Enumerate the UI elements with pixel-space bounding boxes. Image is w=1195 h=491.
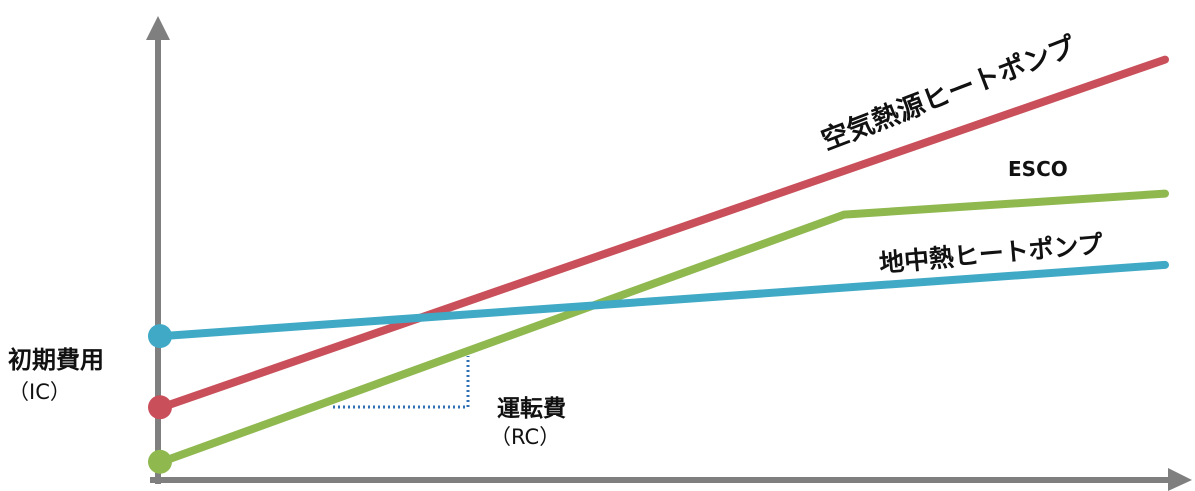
series-label-1: ESCO xyxy=(1008,157,1068,181)
running-cost-label: 運転費 xyxy=(497,396,566,422)
series-start-marker-2 xyxy=(148,324,172,349)
series-lines xyxy=(158,55,1169,466)
series-line-2 xyxy=(158,260,1169,341)
series-start-marker-1 xyxy=(148,449,172,474)
running-cost-indicator xyxy=(333,356,470,409)
slope-triangle-guide xyxy=(333,356,470,409)
y-axis-label: 初期費用 xyxy=(8,346,104,374)
initial-cost-markers xyxy=(148,324,172,474)
series-start-marker-0 xyxy=(148,395,172,420)
y-axis-label-sub: （IC） xyxy=(8,380,71,404)
series-line-0 xyxy=(158,55,1169,412)
running-cost-label-sub: （RC） xyxy=(490,425,561,449)
y-axis-arrow-icon xyxy=(146,16,170,40)
x-axis-arrow-icon xyxy=(1168,468,1192,491)
series-line-1 xyxy=(158,189,1169,466)
